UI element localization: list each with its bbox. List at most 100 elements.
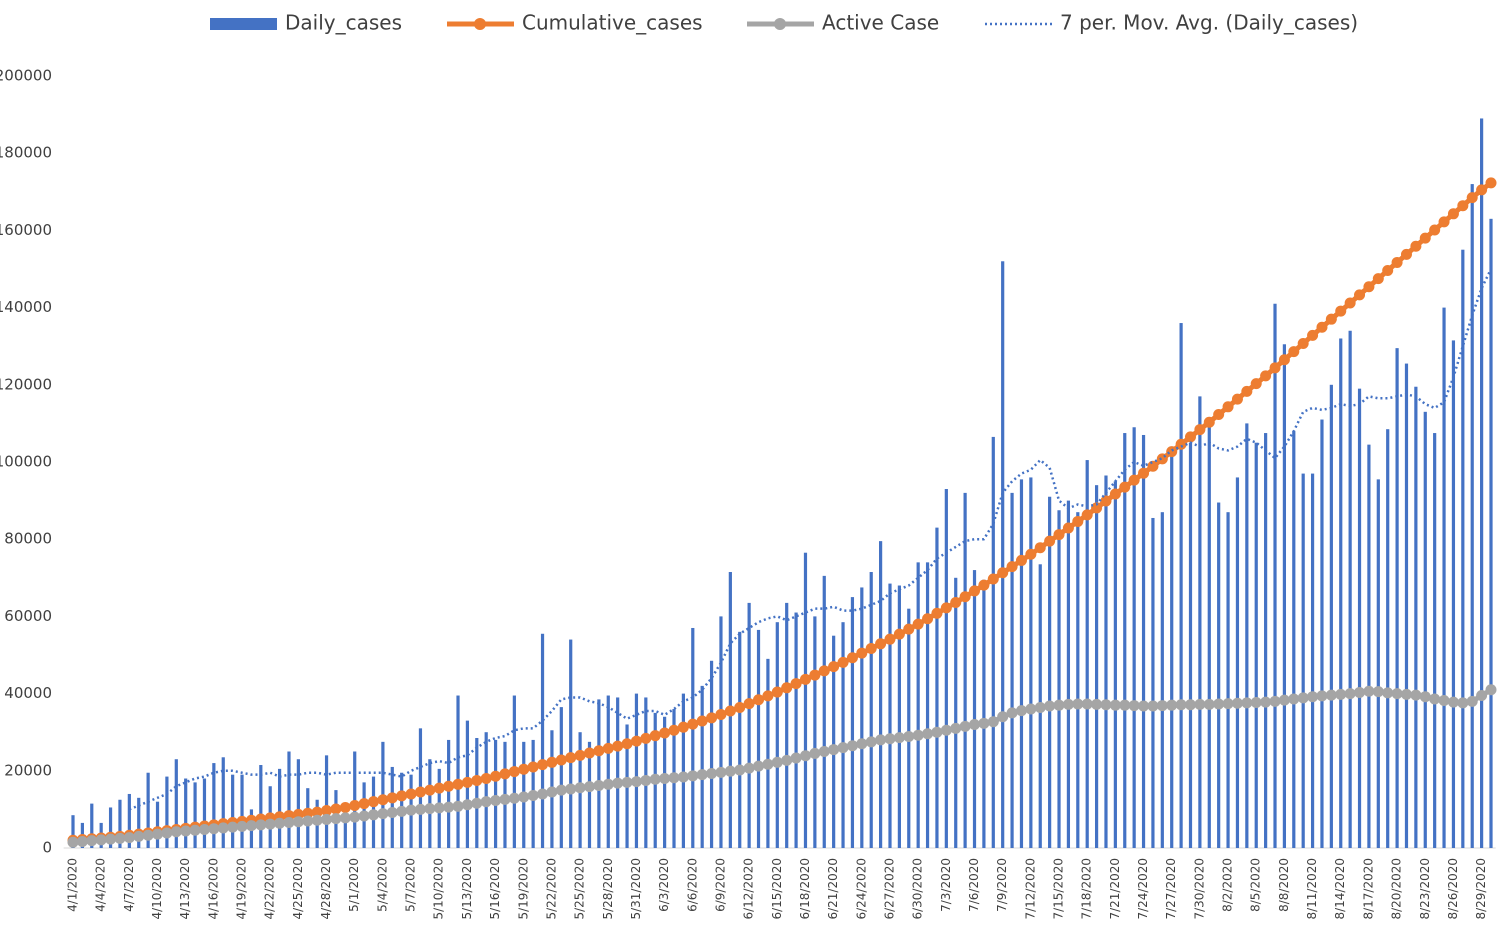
point <box>1400 688 1412 700</box>
point <box>734 701 746 713</box>
x-tick-label: 7/12/2020 <box>1023 858 1037 920</box>
bar <box>1320 419 1324 848</box>
bar <box>1160 512 1164 848</box>
point <box>583 747 595 759</box>
point <box>1269 695 1281 707</box>
point <box>649 773 661 785</box>
point <box>555 754 567 766</box>
x-tick-label: 4/25/2020 <box>291 858 305 920</box>
point <box>1466 695 1478 707</box>
point <box>922 613 934 625</box>
bar <box>296 759 300 848</box>
point <box>884 733 896 745</box>
point <box>893 628 905 640</box>
bar <box>1019 479 1024 848</box>
series-line <box>72 180 1493 843</box>
point <box>715 708 727 720</box>
point <box>555 784 567 796</box>
bar <box>118 799 122 848</box>
point <box>114 832 126 844</box>
bar <box>1264 433 1268 848</box>
point <box>1025 548 1037 560</box>
point <box>903 623 915 635</box>
point <box>1410 689 1422 701</box>
bar <box>165 776 169 848</box>
point <box>1062 698 1074 710</box>
point <box>1288 346 1300 358</box>
point <box>443 801 455 813</box>
point <box>302 815 314 827</box>
point <box>170 826 182 838</box>
point <box>753 694 765 706</box>
bar <box>991 436 995 848</box>
legend-swatch <box>210 18 277 30</box>
point <box>724 705 736 717</box>
point <box>1194 424 1206 436</box>
bar <box>1094 485 1099 848</box>
point <box>339 801 351 813</box>
point <box>142 829 154 841</box>
point <box>1128 700 1140 712</box>
bar <box>597 699 601 848</box>
point <box>1081 509 1093 521</box>
bar <box>1292 431 1296 848</box>
bar <box>1001 261 1005 848</box>
bar <box>1141 434 1146 848</box>
x-tick-label: 4/13/2020 <box>178 858 192 920</box>
bar <box>1329 384 1333 848</box>
point <box>940 724 952 736</box>
bar <box>879 541 883 848</box>
point <box>1354 289 1366 301</box>
x-tick-label: 8/2/2020 <box>1221 858 1235 912</box>
point <box>865 642 877 654</box>
point <box>95 834 107 846</box>
point <box>443 780 455 792</box>
point <box>1119 481 1131 493</box>
bar <box>1451 340 1456 848</box>
bar <box>644 697 648 848</box>
bar <box>475 737 479 848</box>
point <box>1053 529 1065 541</box>
point <box>499 793 511 805</box>
point <box>781 754 793 766</box>
point <box>790 752 802 764</box>
bar <box>1170 454 1174 848</box>
point <box>292 816 304 828</box>
bar <box>691 627 695 848</box>
point <box>1184 431 1196 443</box>
bar <box>1066 500 1071 848</box>
bar <box>484 732 488 848</box>
point <box>1269 362 1281 374</box>
point <box>931 726 943 738</box>
point <box>1476 184 1488 196</box>
bar <box>287 751 291 848</box>
bar <box>343 803 347 848</box>
point <box>1175 438 1187 450</box>
bar <box>137 797 141 848</box>
point <box>433 802 445 814</box>
point <box>480 773 492 785</box>
point <box>649 730 661 742</box>
bar <box>813 616 817 848</box>
bar <box>1132 427 1136 848</box>
bar <box>1151 517 1155 848</box>
point <box>1100 699 1112 711</box>
point <box>1138 467 1150 479</box>
bar <box>897 585 901 848</box>
point <box>1241 385 1253 397</box>
point <box>405 804 417 816</box>
point <box>1091 502 1103 514</box>
point <box>508 766 520 778</box>
point <box>1250 696 1262 708</box>
point <box>1391 688 1403 700</box>
point <box>743 698 755 710</box>
point <box>386 806 398 818</box>
x-tick-label: 5/22/2020 <box>544 858 558 920</box>
point <box>1382 687 1394 699</box>
point <box>283 817 295 829</box>
point <box>396 790 408 802</box>
x-tick-label: 5/4/2020 <box>375 858 389 912</box>
bar <box>456 695 460 848</box>
x-tick-label: 4/4/2020 <box>94 858 108 912</box>
